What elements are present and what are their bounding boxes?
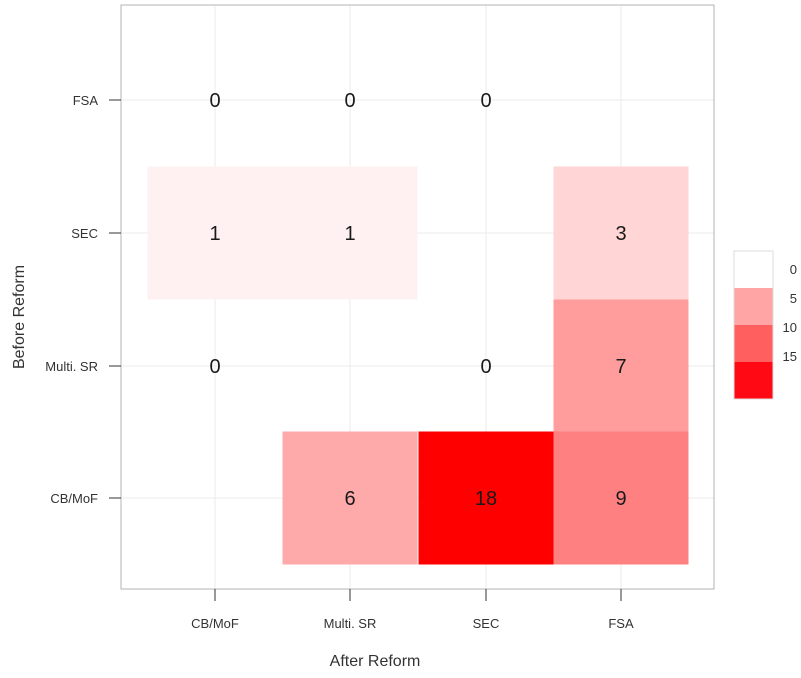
legend-swatch: [734, 288, 773, 325]
heatmap-cell: [418, 431, 554, 565]
x-tick-label: CB/MoF: [191, 616, 239, 631]
y-tick-label: CB/MoF: [50, 491, 98, 506]
axes: CB/MoF Multi. SR SEC FSA FSA SEC Multi. SR CB/M…: [45, 93, 634, 631]
heatmap-cells: 0 0 0 1 1 3 0 0 7 6 18 9: [147, 90, 689, 565]
legend-border: [733, 250, 774, 400]
cell-value-label: 7: [615, 356, 626, 378]
cell-value-label: 9: [615, 488, 626, 510]
cell-value-label: 0: [209, 356, 220, 378]
cell-value-label: 0: [480, 90, 491, 112]
legend-swatch: [734, 325, 773, 362]
cell-value-label: 0: [344, 90, 355, 112]
cell-value-label: 1: [209, 223, 220, 245]
cell-value-label: 1: [344, 223, 355, 245]
y-tick-label: FSA: [73, 93, 99, 108]
color-legend: 0 5 10 15: [733, 250, 797, 400]
x-tick-label: SEC: [473, 616, 500, 631]
heatmap-cell: [553, 299, 689, 433]
plot-panel-border: [120, 4, 715, 590]
x-axis-label: After Reform: [330, 653, 421, 670]
heatmap-cell: [553, 166, 689, 300]
heatmap-cell: [147, 166, 283, 300]
x-tick-label: Multi. SR: [324, 616, 377, 631]
cell-value-label: 0: [480, 356, 491, 378]
cell-value-label: 3: [615, 223, 626, 245]
cell-value-label: 18: [475, 488, 497, 510]
heatmap-cell: [553, 431, 689, 565]
legend-label: 10: [783, 320, 797, 335]
y-tick-label: Multi. SR: [45, 359, 98, 374]
x-tick-label: FSA: [608, 616, 634, 631]
cell-value-label: 0: [209, 90, 220, 112]
legend-swatch: [734, 362, 773, 399]
y-tick-label: SEC: [71, 226, 98, 241]
heatmap-cell: [282, 166, 418, 300]
legend-swatch: [734, 251, 773, 288]
legend-label: 15: [783, 349, 797, 364]
legend-label: 5: [790, 291, 797, 306]
cell-value-label: 6: [344, 488, 355, 510]
legend-label: 0: [790, 262, 797, 277]
heatmap-cell: [282, 431, 418, 565]
y-axis-label: Before Reform: [11, 265, 28, 369]
